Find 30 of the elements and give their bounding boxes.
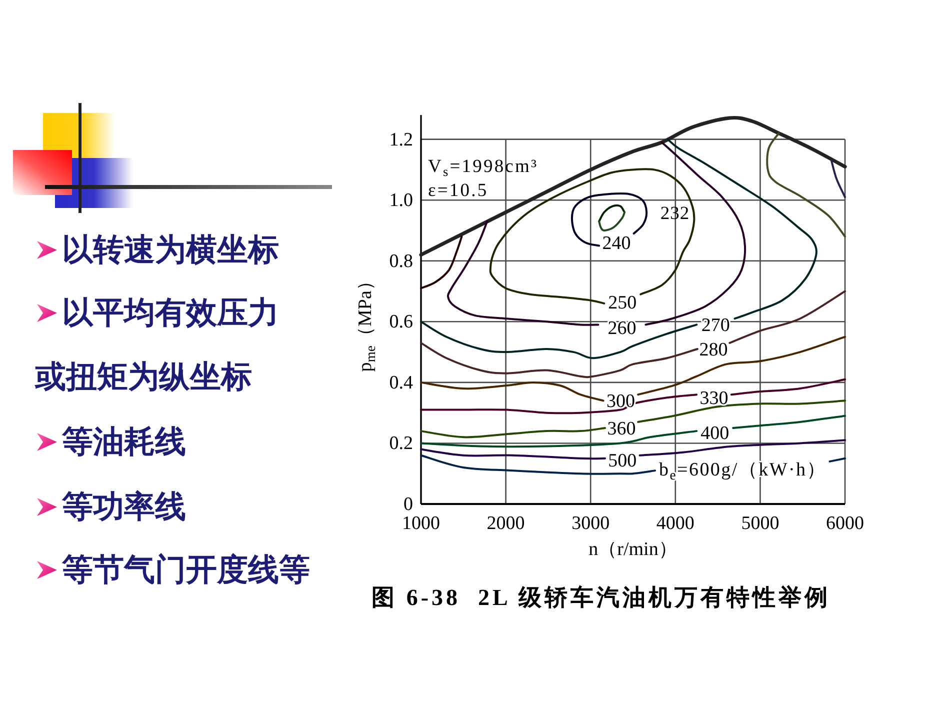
y-tick-label: 1.2	[389, 129, 413, 150]
x-tick-label: 5000	[741, 513, 780, 534]
series-label: 360	[607, 418, 636, 440]
y-tick-label: 0.4	[389, 372, 413, 394]
series-label: 330	[700, 388, 728, 410]
x-axis-title: n（r/min）	[588, 539, 678, 560]
x-tick-label: 6000	[826, 513, 864, 534]
y-tick-label: 0.2	[389, 433, 413, 454]
series-label: 280	[699, 339, 728, 360]
text: 以转速为横坐标	[61, 231, 279, 270]
y-tick-label: 1.0	[389, 190, 413, 212]
x-tick-label: 1000	[402, 513, 440, 534]
series-label: 250	[608, 292, 637, 314]
annotation: ε=10.5	[428, 181, 488, 201]
series-label: 400	[700, 423, 730, 444]
series-label: 500	[608, 450, 637, 472]
caption: 图 6-38 2L 级轿车汽油机万有特性举例	[372, 584, 830, 612]
text: 等油耗线	[61, 423, 186, 462]
y-tick-label: 0.8	[389, 250, 413, 272]
y-tick-label: 0.6	[389, 312, 413, 333]
x-tick-label: 4000	[656, 513, 694, 534]
x-tick-label: 3000	[572, 513, 610, 534]
x-tick-label: 2000	[486, 513, 525, 534]
text: 等功率线	[61, 488, 186, 527]
text: 等节气门开度线等	[61, 551, 310, 590]
series-label: 240	[602, 233, 631, 254]
series-label: 260	[608, 318, 636, 340]
text: 以平均有效压力或扭矩为纵坐标	[35, 294, 280, 397]
series-label: 300	[606, 391, 635, 412]
y-tick-label: 0	[404, 494, 413, 515]
